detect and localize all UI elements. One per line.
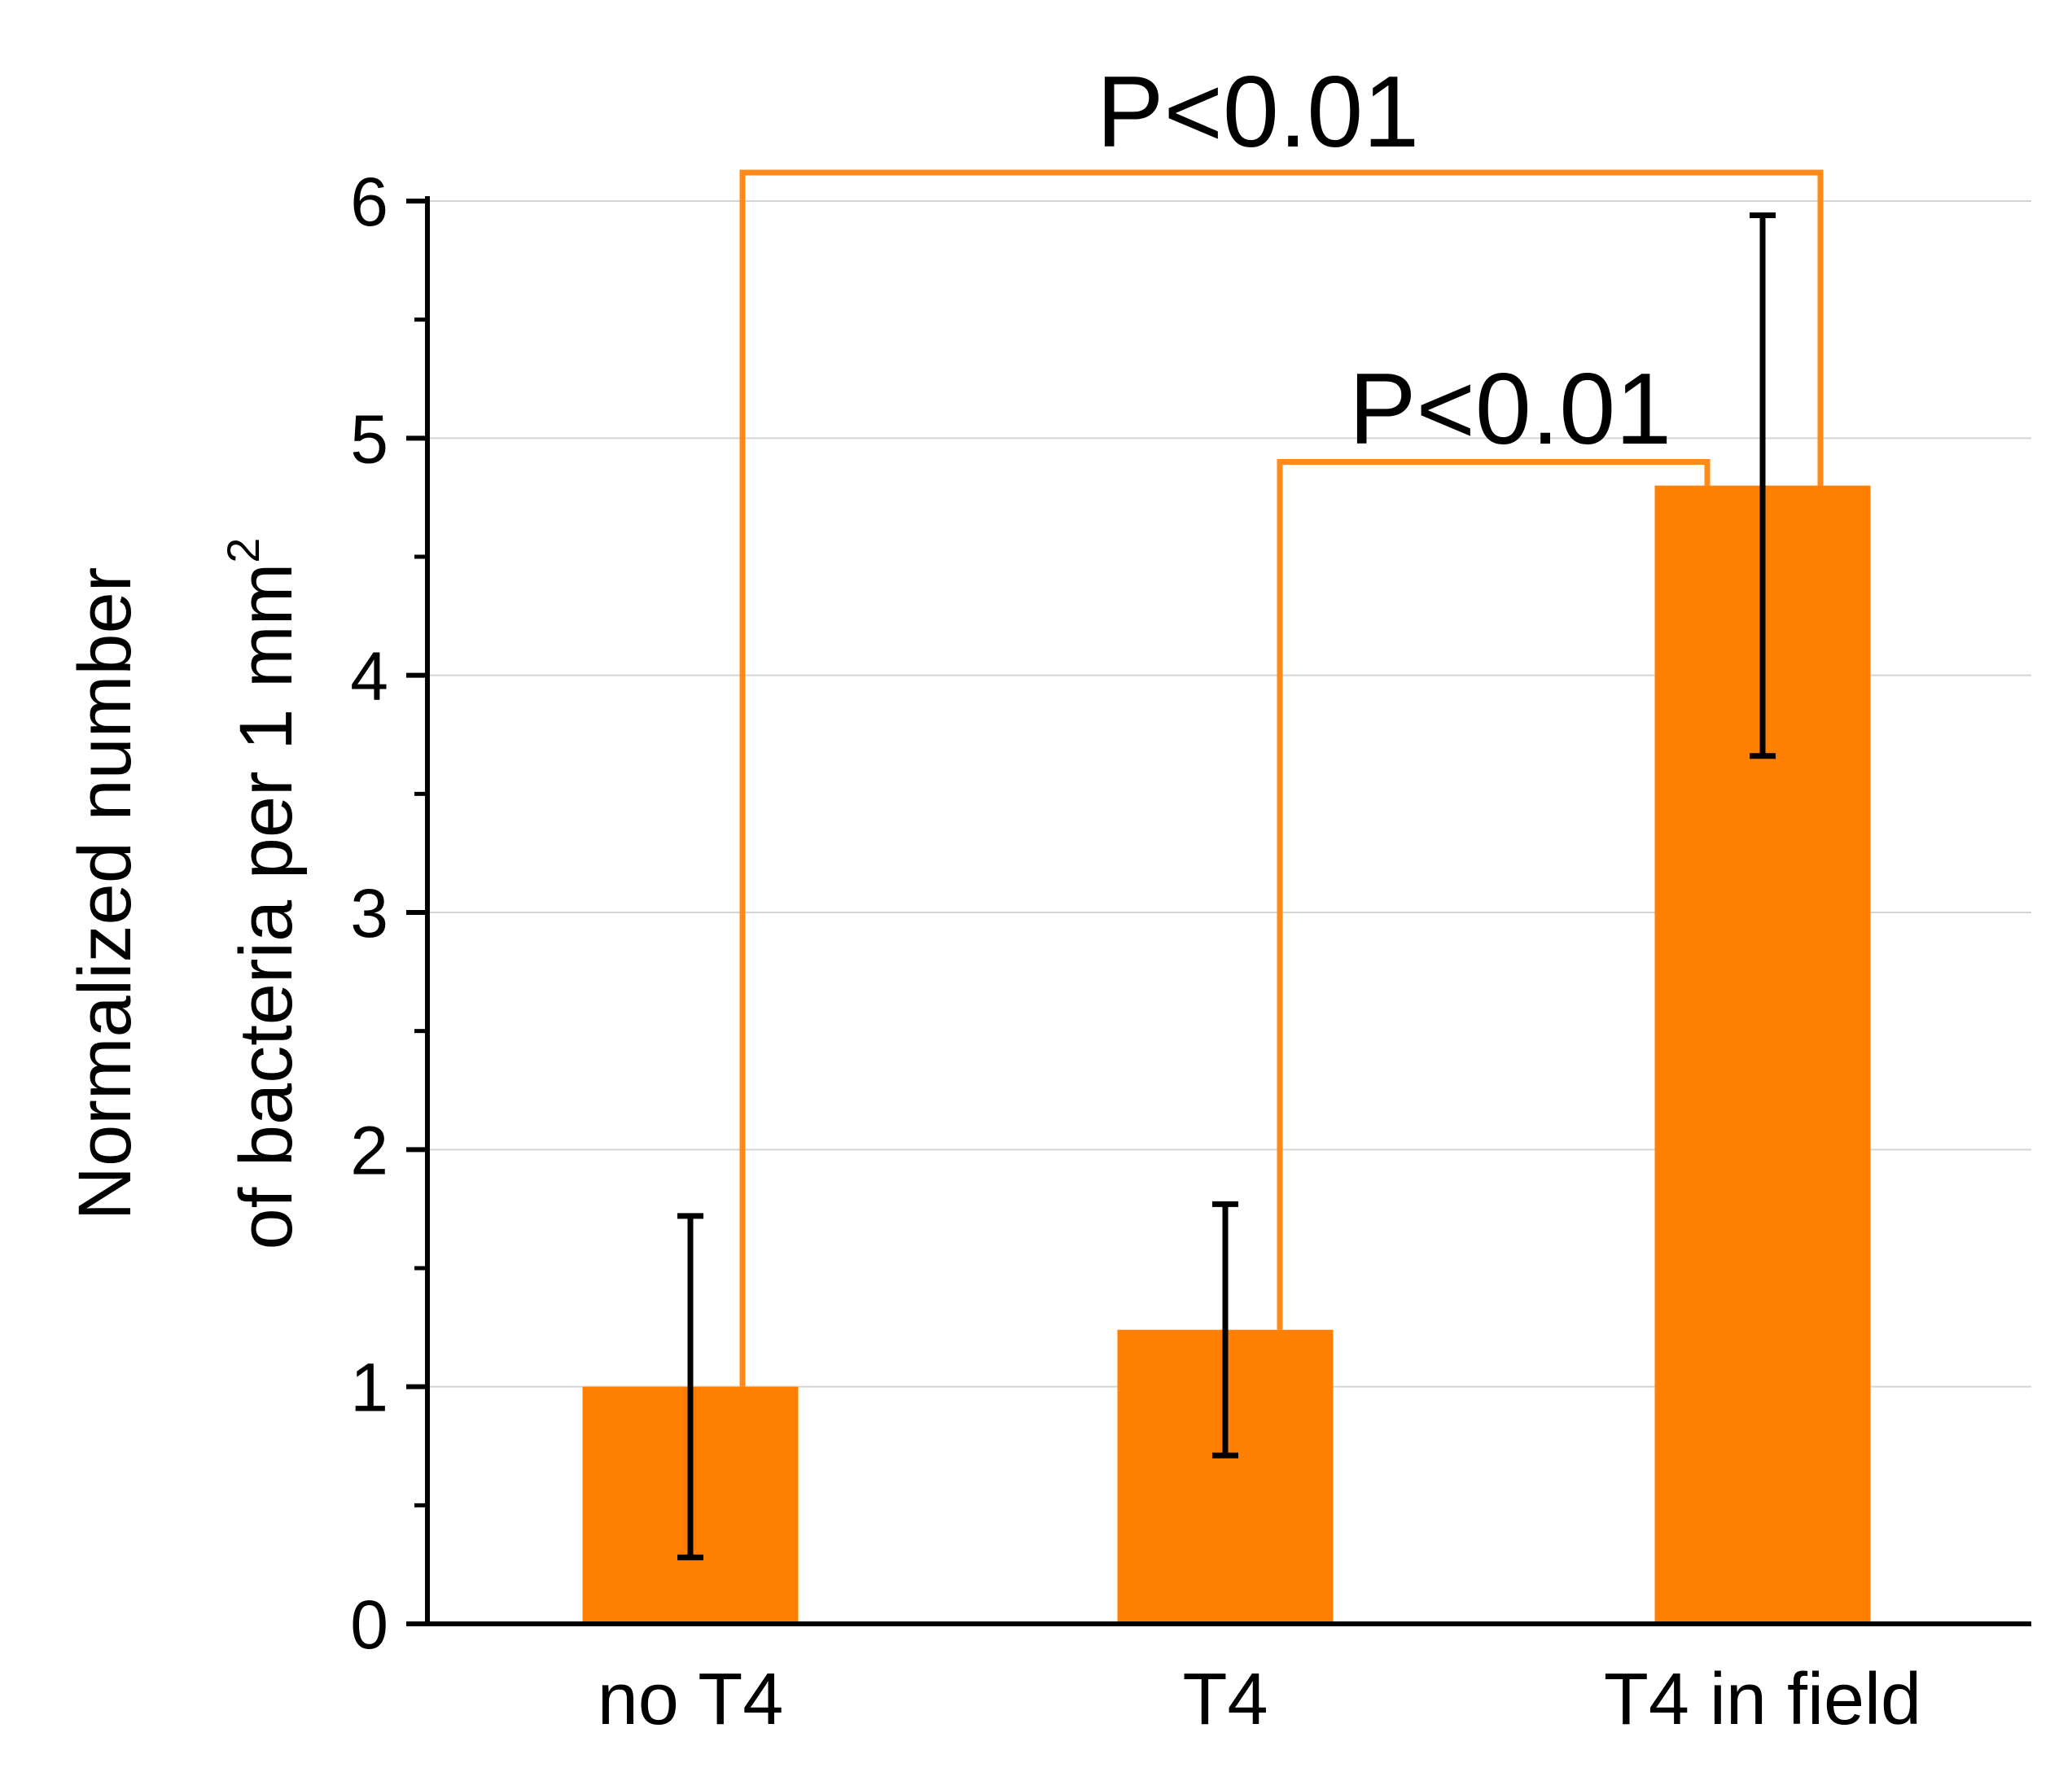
y-axis-title-line2: of bacteria per 1 mm2 [217,538,308,1250]
y-tick-label-4: 4 [350,638,388,715]
y-tick-label-2: 2 [350,1112,388,1188]
bars [582,485,1871,1624]
error-bar-3 [1750,212,1776,759]
y-tick-label-3: 3 [350,875,388,952]
x-category-labels: no T4 T4 T4 in field [598,1659,1921,1740]
y-tick-label-6: 6 [350,164,388,240]
significance-label-2: P<0.01 [1349,353,1671,466]
significance-label-1: P<0.01 [1097,56,1419,168]
error-bar-2 [1212,1201,1238,1459]
significance-brackets [739,169,1824,1387]
significance-labels: P<0.01 P<0.01 [1097,56,1671,466]
significance-bracket-2 [1277,458,1711,1330]
x-category-label-1: no T4 [598,1659,784,1740]
x-category-label-2: T4 [1182,1659,1268,1740]
x-category-label-3: T4 in field [1604,1659,1921,1740]
y-axis-title: Normalized number of bacteria per 1 mm2 [64,538,308,1250]
y-ticks [406,199,427,1626]
error-bar-1 [677,1213,703,1560]
y-tick-labels: 0 1 2 3 4 5 6 [350,164,388,1663]
y-tick-label-0: 0 [350,1586,388,1663]
y-axis-title-superscript: 2 [217,538,269,563]
error-bars [677,212,1776,1560]
significance-bracket-1 [739,169,1824,1387]
y-tick-label-1: 1 [350,1350,388,1426]
y-axis-title-line1: Normalized number [64,567,147,1221]
y-axis-title-line2-text: of bacteria per 1 mm [225,563,308,1250]
y-tick-label-5: 5 [350,400,388,477]
